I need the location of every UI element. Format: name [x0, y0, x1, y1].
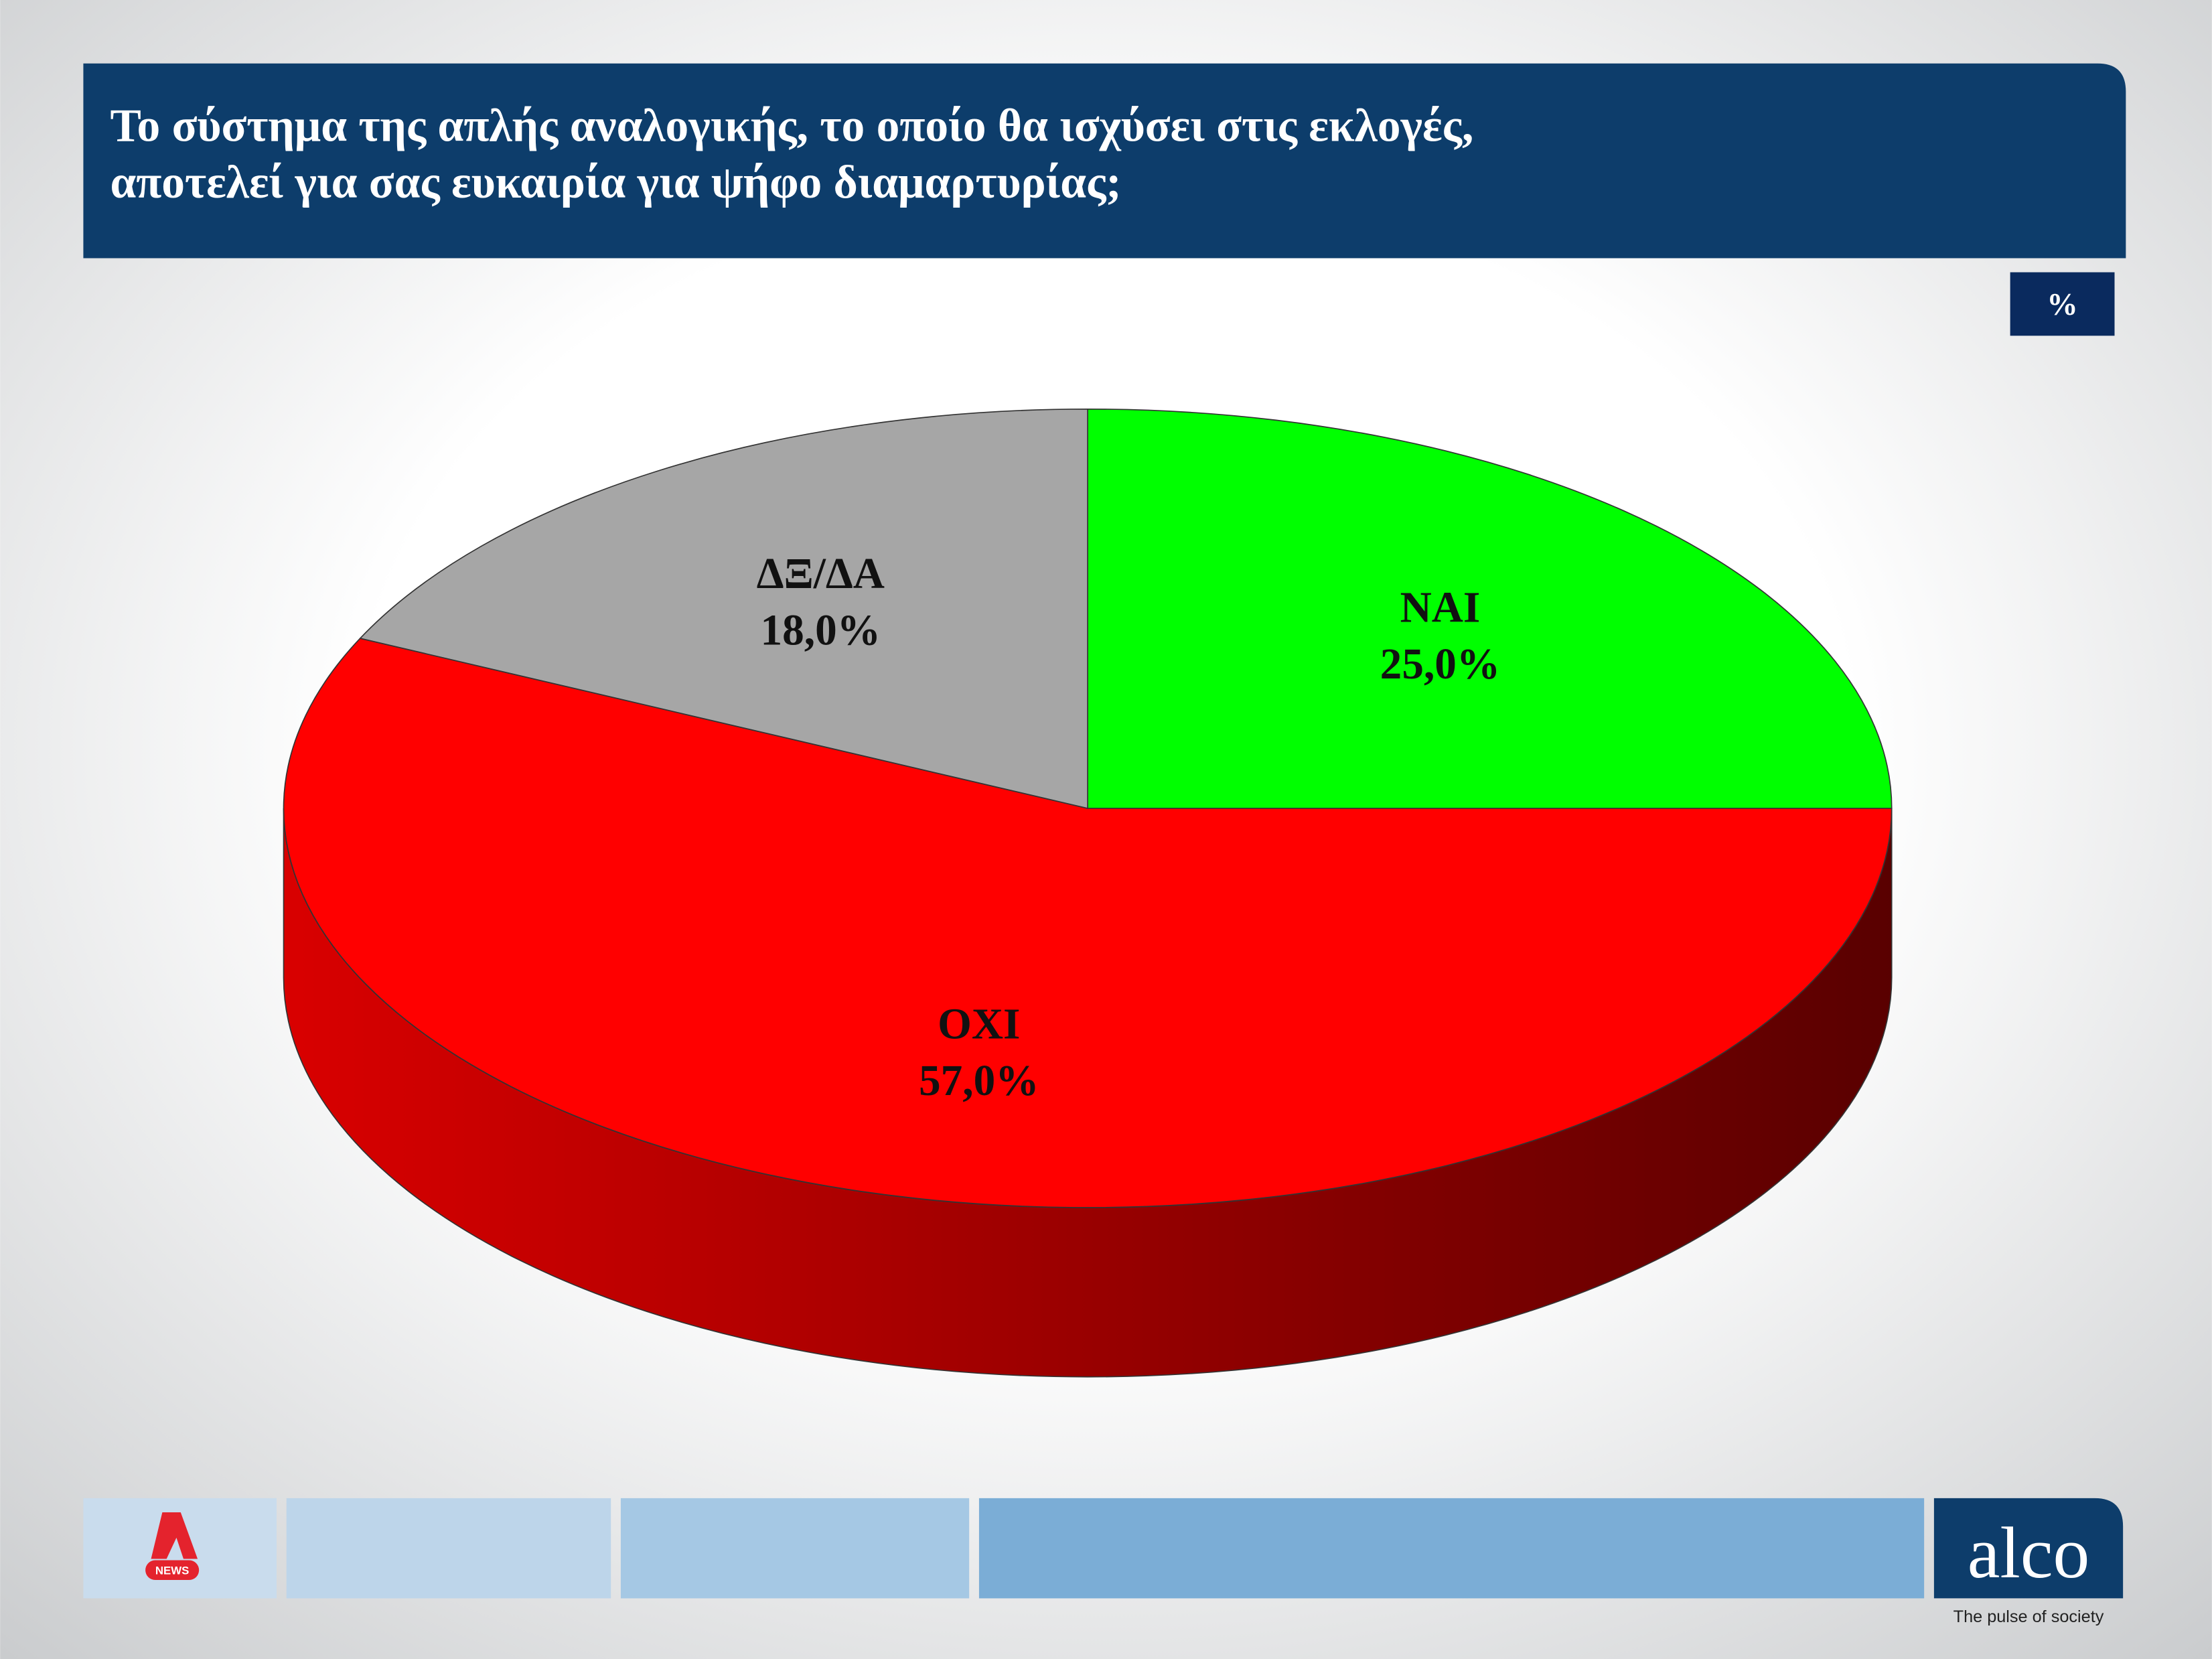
footer-bar: [620, 1498, 970, 1599]
pie: ΝΑΙ 25,0% ΟΧΙ 57,0% ΔΞ/ΔΑ 18,0%: [283, 408, 1893, 1378]
slice-label: ΝΑΙ: [1400, 584, 1481, 632]
footer-bar: [978, 1498, 1925, 1599]
chart-title: Το σύστημα της απλής αναλογικής, το οποί…: [110, 100, 1473, 152]
slice-label: ΟΧΙ: [938, 1001, 1020, 1049]
slice-label: ΔΞ/ΔΑ: [757, 550, 885, 598]
company-slogan: The pulse of society: [1953, 1607, 2104, 1626]
footer-bar: [286, 1498, 611, 1599]
value-label: 57,0%: [919, 1057, 1039, 1105]
slice: [359, 408, 1088, 809]
slice: [1087, 408, 1893, 809]
company-name: alco: [1968, 1512, 2089, 1593]
slice: [283, 638, 1893, 1208]
channel-logo: [151, 1512, 198, 1559]
unit-label: %: [2047, 288, 2077, 322]
company-box: [1933, 1498, 2124, 1599]
value-label: 18,0%: [761, 606, 881, 654]
chart-title: αποτελεί για σας ευκαιρία για ψήφο διαμα…: [110, 157, 1121, 208]
channel-name: NEWS: [155, 1565, 190, 1577]
unit-box: [2010, 272, 2115, 336]
value-label: 25,0%: [1380, 640, 1501, 689]
channel-logo: [145, 1560, 200, 1581]
title-box: [83, 63, 2126, 259]
